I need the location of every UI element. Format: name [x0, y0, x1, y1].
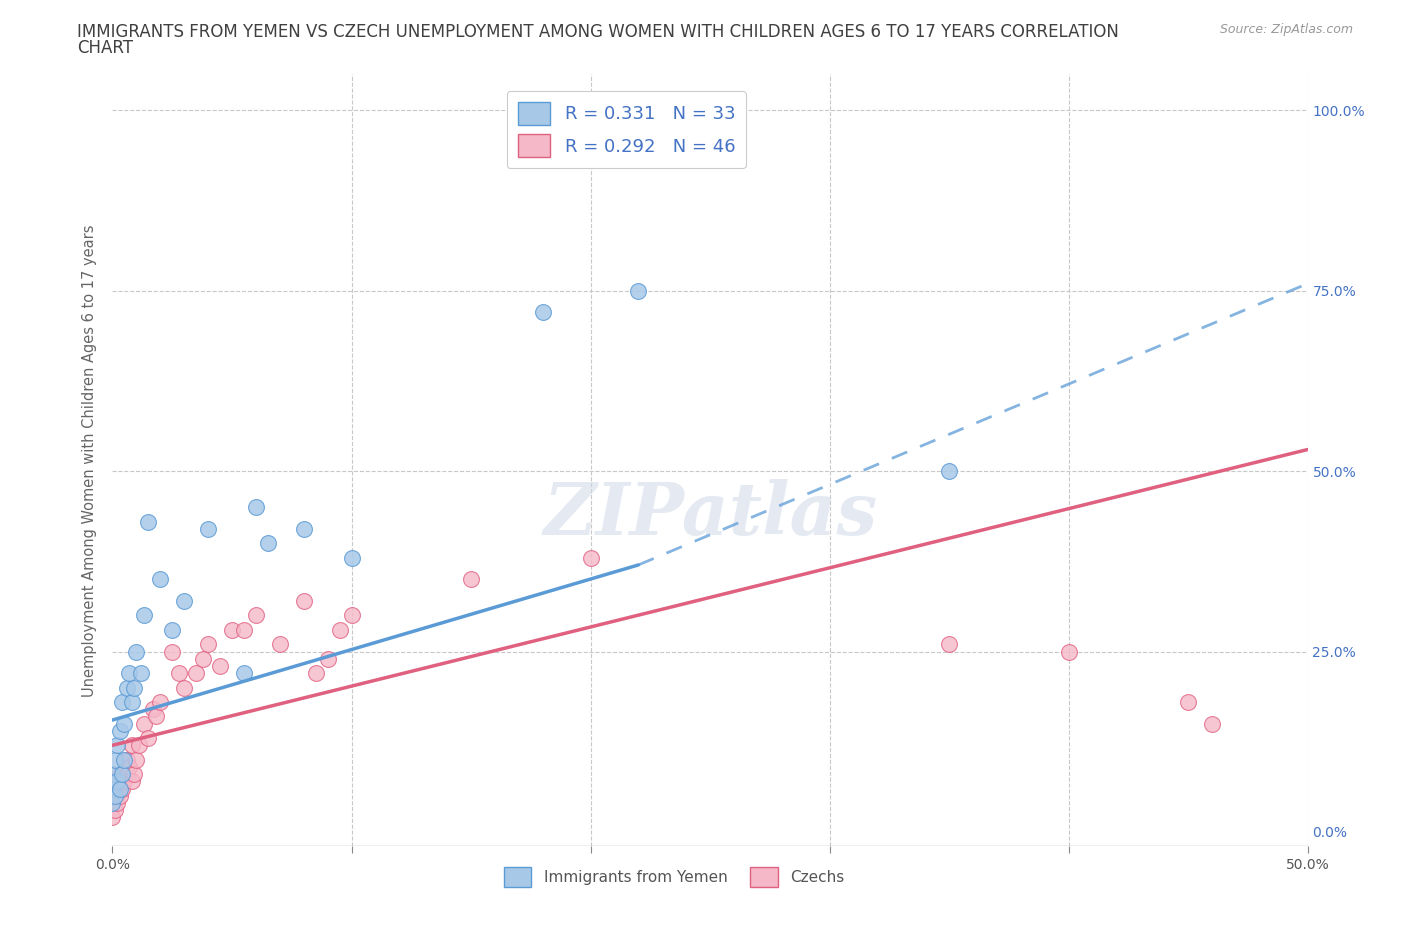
Point — [340, 608, 363, 623]
Point — [245, 608, 267, 623]
Point — [101, 795, 124, 810]
Point — [115, 752, 138, 767]
Point — [233, 622, 256, 637]
Point — [169, 666, 191, 681]
Point — [104, 803, 127, 817]
Point — [101, 795, 124, 810]
Y-axis label: Unemployment Among Women with Children Ages 6 to 17 years: Unemployment Among Women with Children A… — [82, 224, 97, 697]
Point — [938, 464, 960, 479]
Text: ZIPatlas: ZIPatlas — [543, 479, 877, 550]
Point — [105, 774, 128, 789]
Point — [125, 752, 148, 767]
Point — [142, 702, 165, 717]
Point — [197, 637, 219, 652]
Point — [108, 781, 131, 796]
Point — [125, 644, 148, 659]
Point — [105, 774, 128, 789]
Point — [101, 810, 124, 825]
Point — [186, 666, 208, 681]
Point — [340, 551, 363, 565]
Point — [128, 737, 150, 752]
Point — [329, 622, 352, 637]
Point — [138, 514, 160, 529]
Point — [197, 522, 219, 537]
Point — [105, 795, 128, 810]
Point — [121, 774, 143, 789]
Legend: Immigrants from Yemen, Czechs: Immigrants from Yemen, Czechs — [498, 861, 851, 893]
Point — [101, 781, 124, 796]
Point — [108, 766, 131, 781]
Point — [115, 680, 138, 695]
Point — [121, 737, 143, 752]
Point — [149, 572, 172, 587]
Point — [269, 637, 291, 652]
Point — [1057, 644, 1080, 659]
Point — [132, 716, 155, 731]
Point — [316, 651, 339, 666]
Point — [209, 658, 232, 673]
Point — [292, 522, 315, 537]
Point — [245, 499, 267, 514]
Point — [101, 781, 124, 796]
Text: Source: ZipAtlas.com: Source: ZipAtlas.com — [1219, 23, 1353, 36]
Point — [129, 666, 152, 681]
Point — [122, 766, 145, 781]
Point — [111, 781, 134, 796]
Point — [162, 622, 183, 637]
Point — [101, 766, 124, 781]
Point — [114, 774, 135, 789]
Point — [104, 789, 127, 804]
Point — [162, 644, 183, 659]
Point — [233, 666, 256, 681]
Point — [221, 622, 243, 637]
Point — [108, 724, 131, 738]
Point — [531, 305, 554, 320]
Text: IMMIGRANTS FROM YEMEN VS CZECH UNEMPLOYMENT AMONG WOMEN WITH CHILDREN AGES 6 TO : IMMIGRANTS FROM YEMEN VS CZECH UNEMPLOYM… — [77, 23, 1119, 41]
Point — [145, 709, 167, 724]
Point — [579, 551, 602, 565]
Point — [1177, 695, 1199, 710]
Point — [1201, 716, 1223, 731]
Point — [104, 789, 127, 804]
Point — [104, 752, 127, 767]
Point — [111, 766, 134, 781]
Point — [122, 680, 145, 695]
Point — [114, 716, 135, 731]
Point — [173, 680, 195, 695]
Point — [938, 637, 960, 652]
Point — [149, 695, 172, 710]
Point — [627, 284, 650, 299]
Point — [115, 766, 138, 781]
Point — [114, 752, 135, 767]
Point — [257, 536, 280, 551]
Point — [118, 760, 141, 775]
Point — [108, 789, 131, 804]
Text: CHART: CHART — [77, 39, 134, 57]
Point — [121, 695, 143, 710]
Point — [193, 651, 215, 666]
Point — [132, 608, 155, 623]
Point — [111, 695, 134, 710]
Point — [305, 666, 328, 681]
Point — [173, 593, 195, 608]
Point — [118, 666, 141, 681]
Point — [292, 593, 315, 608]
Point — [138, 731, 160, 746]
Point — [460, 572, 482, 587]
Point — [105, 737, 128, 752]
